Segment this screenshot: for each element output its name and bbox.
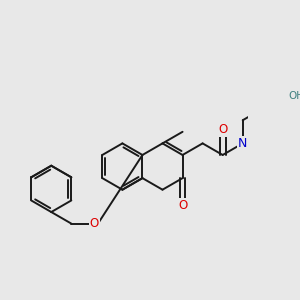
Text: OH: OH — [288, 91, 300, 101]
Text: O: O — [218, 123, 227, 136]
Text: N: N — [238, 137, 247, 150]
Text: O: O — [178, 199, 187, 212]
Text: O: O — [90, 217, 99, 230]
